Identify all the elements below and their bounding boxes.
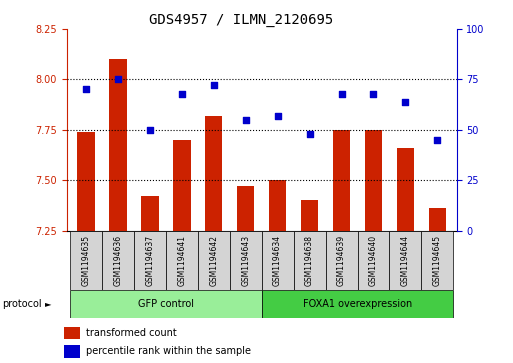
- Text: GSM1194645: GSM1194645: [433, 235, 442, 286]
- Bar: [237, 186, 254, 231]
- Text: protocol: protocol: [3, 299, 42, 309]
- Text: GDS4957 / ILMN_2120695: GDS4957 / ILMN_2120695: [149, 13, 333, 27]
- Text: FOXA1 overexpression: FOXA1 overexpression: [303, 299, 412, 309]
- Text: GSM1194644: GSM1194644: [401, 235, 410, 286]
- Text: GSM1194638: GSM1194638: [305, 235, 314, 286]
- Text: GSM1194641: GSM1194641: [177, 235, 186, 286]
- Bar: [65, 345, 80, 358]
- Text: GSM1194639: GSM1194639: [337, 235, 346, 286]
- Point: [338, 91, 346, 97]
- Bar: [389, 231, 421, 290]
- Point: [305, 131, 313, 137]
- Bar: [428, 208, 446, 231]
- Text: GFP control: GFP control: [138, 299, 194, 309]
- Point: [114, 77, 122, 82]
- Bar: [198, 231, 230, 290]
- Bar: [141, 196, 159, 231]
- Point: [242, 117, 250, 123]
- Bar: [358, 231, 389, 290]
- Bar: [262, 231, 293, 290]
- Point: [273, 113, 282, 119]
- Text: GSM1194640: GSM1194640: [369, 235, 378, 286]
- Point: [146, 127, 154, 132]
- Bar: [102, 231, 134, 290]
- Bar: [365, 130, 382, 231]
- Point: [369, 91, 378, 97]
- Bar: [397, 148, 414, 231]
- Text: GSM1194642: GSM1194642: [209, 235, 218, 286]
- Bar: [269, 180, 286, 231]
- Bar: [230, 231, 262, 290]
- Bar: [301, 200, 319, 231]
- Bar: [326, 231, 358, 290]
- Bar: [293, 231, 326, 290]
- Text: ►: ►: [45, 299, 52, 308]
- Text: percentile rank within the sample: percentile rank within the sample: [86, 346, 251, 356]
- Point: [401, 99, 409, 105]
- Text: transformed count: transformed count: [86, 328, 177, 338]
- Bar: [333, 130, 350, 231]
- Bar: [109, 59, 127, 231]
- Point: [177, 91, 186, 97]
- Point: [210, 82, 218, 88]
- Bar: [173, 140, 190, 231]
- Bar: [134, 231, 166, 290]
- Bar: [262, 290, 453, 318]
- Text: GSM1194643: GSM1194643: [241, 235, 250, 286]
- Bar: [65, 327, 80, 339]
- Point: [82, 86, 90, 92]
- Bar: [77, 132, 95, 231]
- Point: [433, 137, 442, 143]
- Bar: [70, 231, 102, 290]
- Text: GSM1194635: GSM1194635: [82, 235, 90, 286]
- Bar: [70, 290, 262, 318]
- Bar: [205, 116, 223, 231]
- Text: GSM1194634: GSM1194634: [273, 235, 282, 286]
- Text: GSM1194636: GSM1194636: [113, 235, 122, 286]
- Text: GSM1194637: GSM1194637: [145, 235, 154, 286]
- Bar: [166, 231, 198, 290]
- Bar: [421, 231, 453, 290]
